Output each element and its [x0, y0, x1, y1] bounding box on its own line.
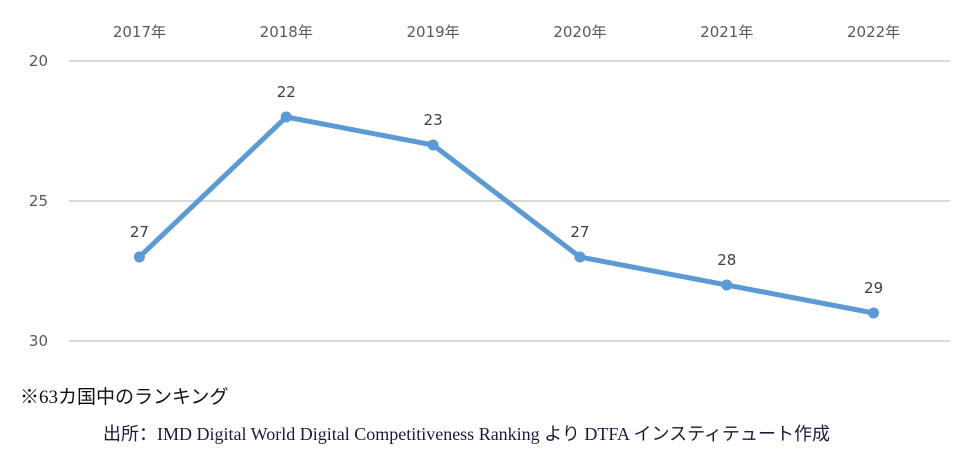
data-point [721, 279, 733, 291]
x-tick-label: 2018年 [260, 23, 313, 41]
x-tick-label: 2021年 [700, 23, 753, 41]
series-line [137, 114, 875, 316]
data-label: 22 [277, 83, 296, 101]
y-tick-label: 20 [29, 52, 48, 70]
x-tick-label: 2020年 [553, 23, 606, 41]
x-tick-label: 2017年 [113, 23, 166, 41]
data-label: 27 [130, 223, 149, 241]
source-note: 出所：IMD Digital World Digital Competitive… [103, 424, 831, 444]
data-point [574, 251, 586, 263]
data-point [133, 251, 145, 263]
data-point [280, 111, 292, 123]
data-label: 28 [717, 251, 736, 269]
x-tick-label: 2019年 [406, 23, 459, 41]
data-point [427, 139, 439, 151]
y-tick-label: 25 [29, 192, 48, 210]
y-tick-label: 30 [29, 332, 48, 350]
footnote: ※63カ国中のランキング [20, 387, 229, 408]
ranking-line-chart: 20 25 30 2017年 2018年 2019年 2020年 2021年 2022年 27 22… [29, 23, 950, 350]
data-label: 29 [864, 279, 883, 297]
data-label: 23 [424, 111, 443, 129]
data-label: 27 [570, 223, 589, 241]
x-tick-label: 2022年 [847, 23, 900, 41]
data-point [868, 307, 880, 319]
